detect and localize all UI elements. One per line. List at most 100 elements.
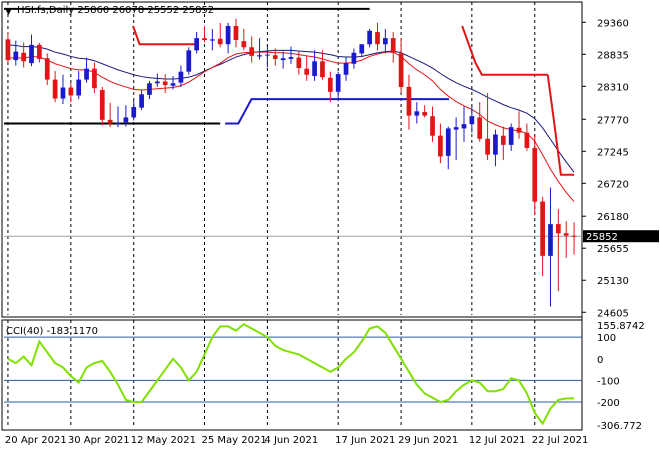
candle-body (249, 47, 255, 56)
x-tick-label: 17 Jun 2021 (335, 435, 395, 446)
candle-body (445, 128, 451, 156)
candle-body (115, 122, 121, 124)
y-tick-label: 28835 (597, 50, 629, 61)
candle-body (139, 94, 144, 108)
candle-body (571, 235, 577, 237)
candle-body (382, 38, 388, 45)
candle-body (194, 38, 200, 51)
candle-body (92, 68, 97, 89)
candle-body (186, 50, 192, 72)
x-tick-label: 29 Jun 2021 (398, 435, 458, 446)
candle-body (162, 81, 168, 86)
candle-body (84, 68, 89, 80)
candle-body (13, 51, 19, 61)
axis-layer: 20 Apr 2021 30 Apr 2021 12 May 2021 25 May … (5, 18, 645, 446)
candle-body (217, 38, 223, 45)
candle-body (170, 83, 176, 86)
candle-body (241, 41, 247, 48)
candle-body (516, 127, 522, 133)
candle-body (225, 25, 231, 45)
stop-line-red (546, 74, 575, 176)
cci-line (7, 322, 575, 426)
candle-body (500, 135, 506, 145)
cci-layer (7, 322, 575, 426)
main-panel-bg (1, 1, 583, 318)
x-tick-label: 12 Jul 2021 (469, 435, 526, 446)
indicator-panel-bg (1, 319, 583, 431)
current-price-box (583, 230, 659, 243)
candle-body (99, 89, 105, 120)
y-tick-label: 26180 (597, 212, 629, 223)
candle-body (414, 111, 420, 116)
candle-body (335, 74, 341, 92)
candle-body (5, 39, 11, 61)
candle-body (563, 233, 569, 236)
candle-body (508, 127, 514, 145)
candle-body (147, 83, 152, 95)
indicator-label: CCI(40) -183.1170 (6, 326, 98, 337)
candle-body (202, 38, 207, 40)
candle-body (68, 87, 74, 96)
candle-body (532, 147, 538, 202)
candle-body (469, 116, 475, 125)
candle-body (540, 201, 545, 256)
candle-body (453, 127, 459, 130)
candle-body (367, 30, 372, 45)
candle-body (477, 117, 483, 139)
candle-body (359, 44, 365, 54)
candle-body (320, 61, 325, 78)
y-tick-label: 28310 (597, 82, 629, 93)
stop-line-red (461, 25, 489, 76)
candle-body (524, 132, 530, 148)
candle-body (351, 52, 357, 64)
current-price-label: 25852 (586, 232, 618, 243)
candle-body (555, 224, 561, 234)
candle-body (76, 79, 82, 96)
candle-body (123, 117, 129, 123)
candle-body (29, 44, 34, 64)
candle-body (548, 224, 553, 256)
candle-body (493, 134, 498, 155)
candle-body (327, 77, 333, 92)
y-tick-label: 27770 (597, 115, 629, 126)
candle-body (288, 57, 294, 59)
x-tick-label: 4 Jun 2021 (264, 435, 318, 446)
y-tick-label: 25130 (597, 276, 629, 287)
candle-body (422, 111, 428, 116)
y-tick-label: 26720 (597, 179, 629, 190)
cci-tick-label: 155.8742 (597, 321, 645, 332)
candle-body (375, 32, 380, 45)
candle-body (272, 55, 278, 59)
candle-body (60, 87, 66, 99)
symbol-header: HSI.fs,Daily 25860 26078 25552 25852 (17, 5, 214, 16)
stop-line-blue (225, 98, 259, 125)
x-tick-label: 22 Jul 2021 (532, 435, 589, 446)
candle-body (343, 63, 349, 75)
y-tick-label: 24605 (597, 308, 629, 319)
candle-body (461, 124, 467, 129)
candle-body (44, 58, 50, 80)
candle-body (406, 86, 412, 116)
candle-body (154, 81, 160, 84)
candle-body (37, 44, 42, 59)
y-tick-label: 27245 (597, 147, 629, 158)
candle-body (210, 39, 215, 41)
candle-body (390, 38, 396, 53)
x-tick-label: 30 Apr 2021 (68, 435, 130, 446)
candle-body (178, 71, 184, 83)
cci-tick-label: 0 (597, 355, 603, 366)
cci-tick-label: -100 (597, 376, 620, 387)
cci-tick-label: -200 (597, 398, 620, 409)
candle-body (485, 138, 490, 155)
x-tick-label: 20 Apr 2021 (5, 435, 67, 446)
symbol-header-arrow-icon: ▼ (5, 7, 12, 17)
candle-body (296, 57, 302, 69)
candle-body (52, 79, 58, 99)
grid-layer (4, 2, 582, 428)
candle-body (257, 55, 262, 57)
candle-layer (5, 18, 577, 307)
candle-body (131, 107, 137, 118)
y-tick-label: 29360 (597, 18, 629, 29)
